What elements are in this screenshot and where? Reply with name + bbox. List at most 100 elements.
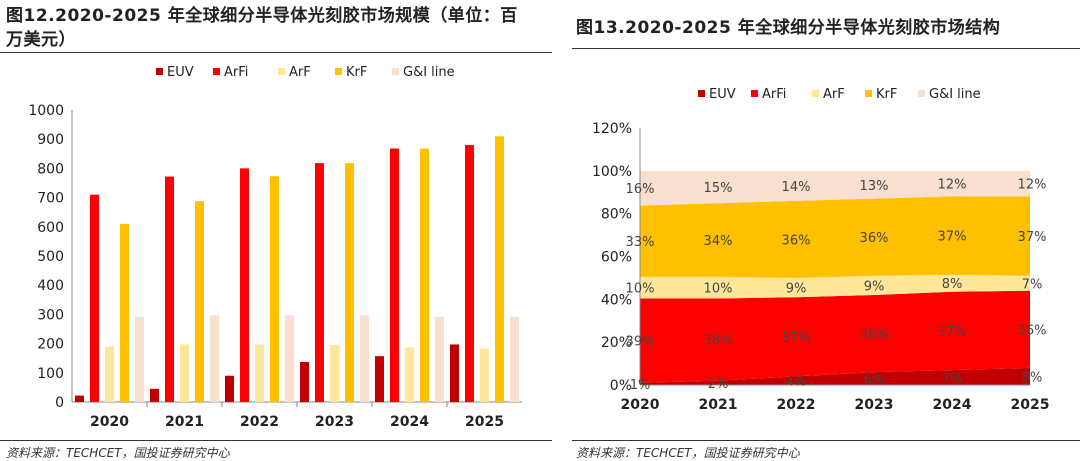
y-tick-label: 80% (601, 207, 632, 223)
left-title-rule (0, 52, 552, 53)
legend-label-arfi: ArFi (762, 87, 786, 102)
bar-gi-line-2024 (435, 316, 444, 402)
stacked-area-chart: 0% 20% 40% 60% 80% 100% 120% 2020 2021 2022 2023 20… (592, 87, 1050, 413)
data-label-euv-2020: 1% (630, 378, 651, 393)
legend-label-gi-line: G&I line (403, 65, 455, 80)
area-arfi (640, 290, 1030, 383)
legend-label-arfi: ArFi (224, 65, 248, 80)
bar-gi-line-2021 (210, 315, 219, 402)
bar-euv-2021 (150, 388, 159, 402)
bar-gi-line-2023 (360, 315, 369, 402)
bar-arf-2023 (330, 345, 339, 402)
data-label-arfi-2025: 36% (1018, 323, 1047, 338)
data-label-krf-2020: 33% (626, 235, 655, 250)
x-tick-label: 2024 (933, 397, 972, 413)
data-label-arf-2022: 9% (786, 282, 807, 297)
left-chart-title-line-1: 图12.2020-2025 年全球细分半导体光刻胶市场规模（单位：百 (6, 6, 518, 26)
y-tick-label: 800 (37, 161, 64, 177)
x-tick-label: 2020 (621, 397, 660, 413)
legend-label-arf: ArF (823, 87, 845, 102)
data-label-arf-2020: 10% (626, 282, 655, 297)
bar-krf-2021 (195, 201, 204, 402)
y-tick-label: 200 (37, 337, 64, 353)
bar-arfi-2024 (390, 148, 399, 402)
x-tick-label: 2021 (699, 397, 738, 413)
right-chart-title: 图13.2020-2025 年全球细分半导体光刻胶市场结构 (576, 18, 1001, 38)
x-tick-label: 2020 (90, 414, 129, 430)
data-label-krf-2021: 34% (704, 234, 733, 249)
bar-gi-line-2020 (135, 316, 144, 402)
right-chart-panel: 图13.2020-2025 年全球细分半导体光刻胶市场结构 0% 20% 40% 60… (572, 0, 1080, 460)
left-chart-panel: 图12.2020-2025 年全球细分半导体光刻胶市场规模（单位：百 万美元） … (0, 4, 552, 460)
data-label-gi-line-2024: 12% (938, 178, 967, 193)
y-tick-label: 0% (610, 378, 632, 394)
legend-swatch-krf (865, 90, 872, 97)
y-tick-label: 0 (55, 395, 64, 411)
bar-krf-2020 (120, 223, 129, 402)
data-label-euv-2025: 8% (1022, 370, 1043, 385)
bar-euv-2022 (225, 375, 234, 402)
x-tick-label: 2022 (777, 397, 816, 413)
x-tick-label: 2023 (855, 397, 894, 413)
x-tick-label: 2025 (1011, 397, 1050, 413)
data-label-arfi-2020: 39% (626, 335, 655, 350)
legend-label-arf: ArF (289, 65, 311, 80)
bar-arf-2020 (105, 346, 114, 402)
legend-swatch-arfi (213, 68, 220, 75)
data-label-krf-2023: 36% (860, 231, 889, 246)
legend-swatch-krf (335, 68, 342, 75)
y-tick-label: 1000 (28, 103, 64, 119)
y-tick-label: 500 (37, 249, 64, 265)
bar-gi-line-2022 (285, 315, 294, 402)
area-arf (640, 274, 1030, 299)
bar-krf-2025 (495, 136, 504, 402)
bar-krf-2022 (270, 176, 279, 402)
data-label-arfi-2023: 36% (860, 328, 889, 343)
x-tick-label: 2022 (240, 414, 279, 430)
data-label-euv-2021: 2% (708, 377, 729, 392)
bar-krf-2023 (345, 163, 354, 402)
legend-label-euv: EUV (167, 65, 194, 80)
data-label-arf-2023: 9% (864, 279, 885, 294)
legend-label-krf: KrF (876, 87, 897, 102)
area-gi-line (640, 170, 1030, 206)
data-label-gi-line-2022: 14% (782, 180, 811, 195)
left-chart-title: 图12.2020-2025 年全球细分半导体光刻胶市场规模（单位：百 万美元） (6, 4, 546, 52)
area-krf (640, 196, 1030, 278)
legend-label-euv: EUV (709, 87, 736, 102)
x-tick-label: 2023 (315, 414, 354, 430)
bar-arfi-2022 (240, 168, 249, 402)
bar-chart: 0 100 200 300 400 500 600 700 800 900 1000 2020 2021… (28, 65, 522, 430)
right-source-rule (572, 440, 1080, 441)
y-tick-label: 700 (37, 191, 64, 207)
right-source-note: 资料来源：TECHCET，国投证券研究中心 (576, 446, 800, 460)
y-tick-label: 900 (37, 132, 64, 148)
data-label-krf-2024: 37% (938, 230, 967, 245)
data-label-arf-2025: 7% (1022, 277, 1043, 292)
bar-arfi-2020 (90, 194, 99, 402)
legend-swatch-arf (278, 68, 285, 75)
legend-swatch-arfi (751, 90, 758, 97)
legend-swatch-euv (698, 90, 705, 97)
y-tick-label: 300 (37, 307, 64, 323)
left-chart-title-line-2: 万美元） (6, 30, 76, 50)
y-tick-label: 600 (37, 220, 64, 236)
data-label-euv-2024: 7% (942, 372, 963, 387)
y-tick-label: 120% (592, 121, 632, 137)
bar-euv-2024 (375, 356, 384, 402)
data-label-krf-2022: 36% (782, 233, 811, 248)
y-tick-label: 20% (601, 335, 632, 351)
legend-swatch-gi-line (918, 90, 925, 97)
y-tick-label: 100 (37, 366, 64, 382)
x-tick-label: 2024 (390, 414, 429, 430)
bar-arf-2024 (405, 347, 414, 402)
bar-gi-line-2025 (510, 316, 519, 402)
right-title-rule (572, 48, 1080, 49)
data-label-arf-2021: 10% (704, 282, 733, 297)
bar-krf-2024 (420, 148, 429, 402)
data-label-gi-line-2025: 12% (1018, 178, 1047, 193)
bar-euv-2023 (300, 361, 309, 402)
y-tick-label: 400 (37, 278, 64, 294)
bar-arfi-2025 (465, 145, 474, 403)
bar-arf-2025 (480, 348, 489, 402)
